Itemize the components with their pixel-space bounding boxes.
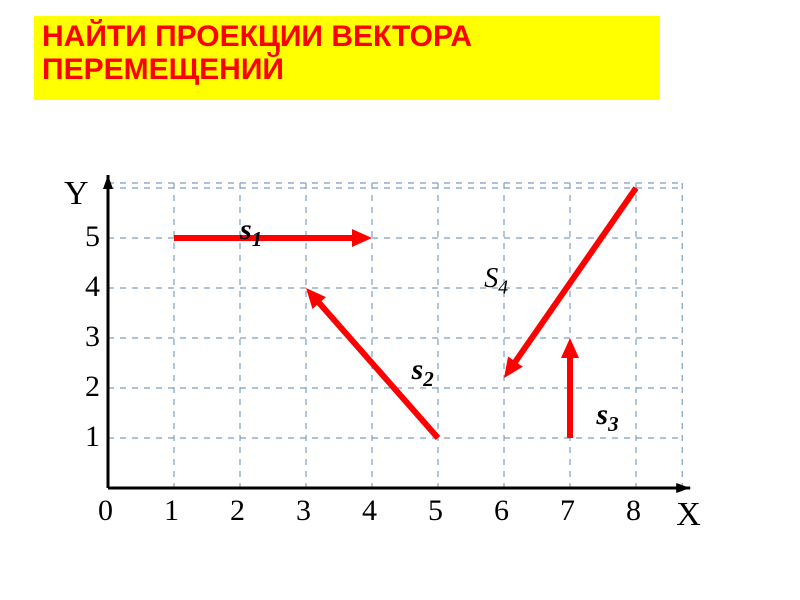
- x-tick-8: 8: [626, 494, 641, 528]
- x-tick-6: 6: [494, 494, 509, 528]
- y-tick-3: 3: [85, 320, 100, 354]
- vector-s3-arrowhead: [561, 338, 579, 358]
- vector-label-s1: s1: [240, 213, 262, 252]
- vector-label-s2: s2: [412, 353, 434, 392]
- title-line1: НАЙТИ ПРОЕКЦИИ ВЕКТОРА: [42, 20, 472, 53]
- x-tick-3: 3: [296, 494, 311, 528]
- title-line2: ПЕРЕМЕЩЕНИЙ: [42, 53, 284, 86]
- x-tick-5: 5: [428, 494, 443, 528]
- grid: [108, 183, 682, 488]
- slide-title: НАЙТИ ПРОЕКЦИИ ВЕКТОРАПЕРЕМЕЩЕНИЙ: [34, 16, 660, 100]
- y-tick-2: 2: [85, 370, 100, 404]
- x-tick-0: 0: [98, 494, 113, 528]
- axes: [103, 175, 690, 493]
- vector-label-s4: S4: [484, 263, 508, 300]
- y-tick-1: 1: [85, 420, 100, 454]
- vector-s4: [510, 188, 636, 370]
- x-axis-label: X: [676, 496, 701, 534]
- vector-s1-arrowhead: [352, 229, 372, 247]
- x-tick-1: 1: [164, 494, 179, 528]
- y-tick-4: 4: [85, 270, 100, 304]
- x-tick-2: 2: [230, 494, 245, 528]
- y-axis-label: Y: [64, 175, 89, 213]
- y-tick-5: 5: [85, 220, 100, 254]
- x-tick-4: 4: [362, 494, 377, 528]
- vector-label-s3: s3: [596, 398, 618, 437]
- x-tick-7: 7: [560, 494, 575, 528]
- vector-chart: 0 1 2 3 4 5 6 7 8 1 2 3 4 5 X Ys1 s2 s3 S4: [40, 118, 730, 538]
- chart-svg: [40, 118, 730, 538]
